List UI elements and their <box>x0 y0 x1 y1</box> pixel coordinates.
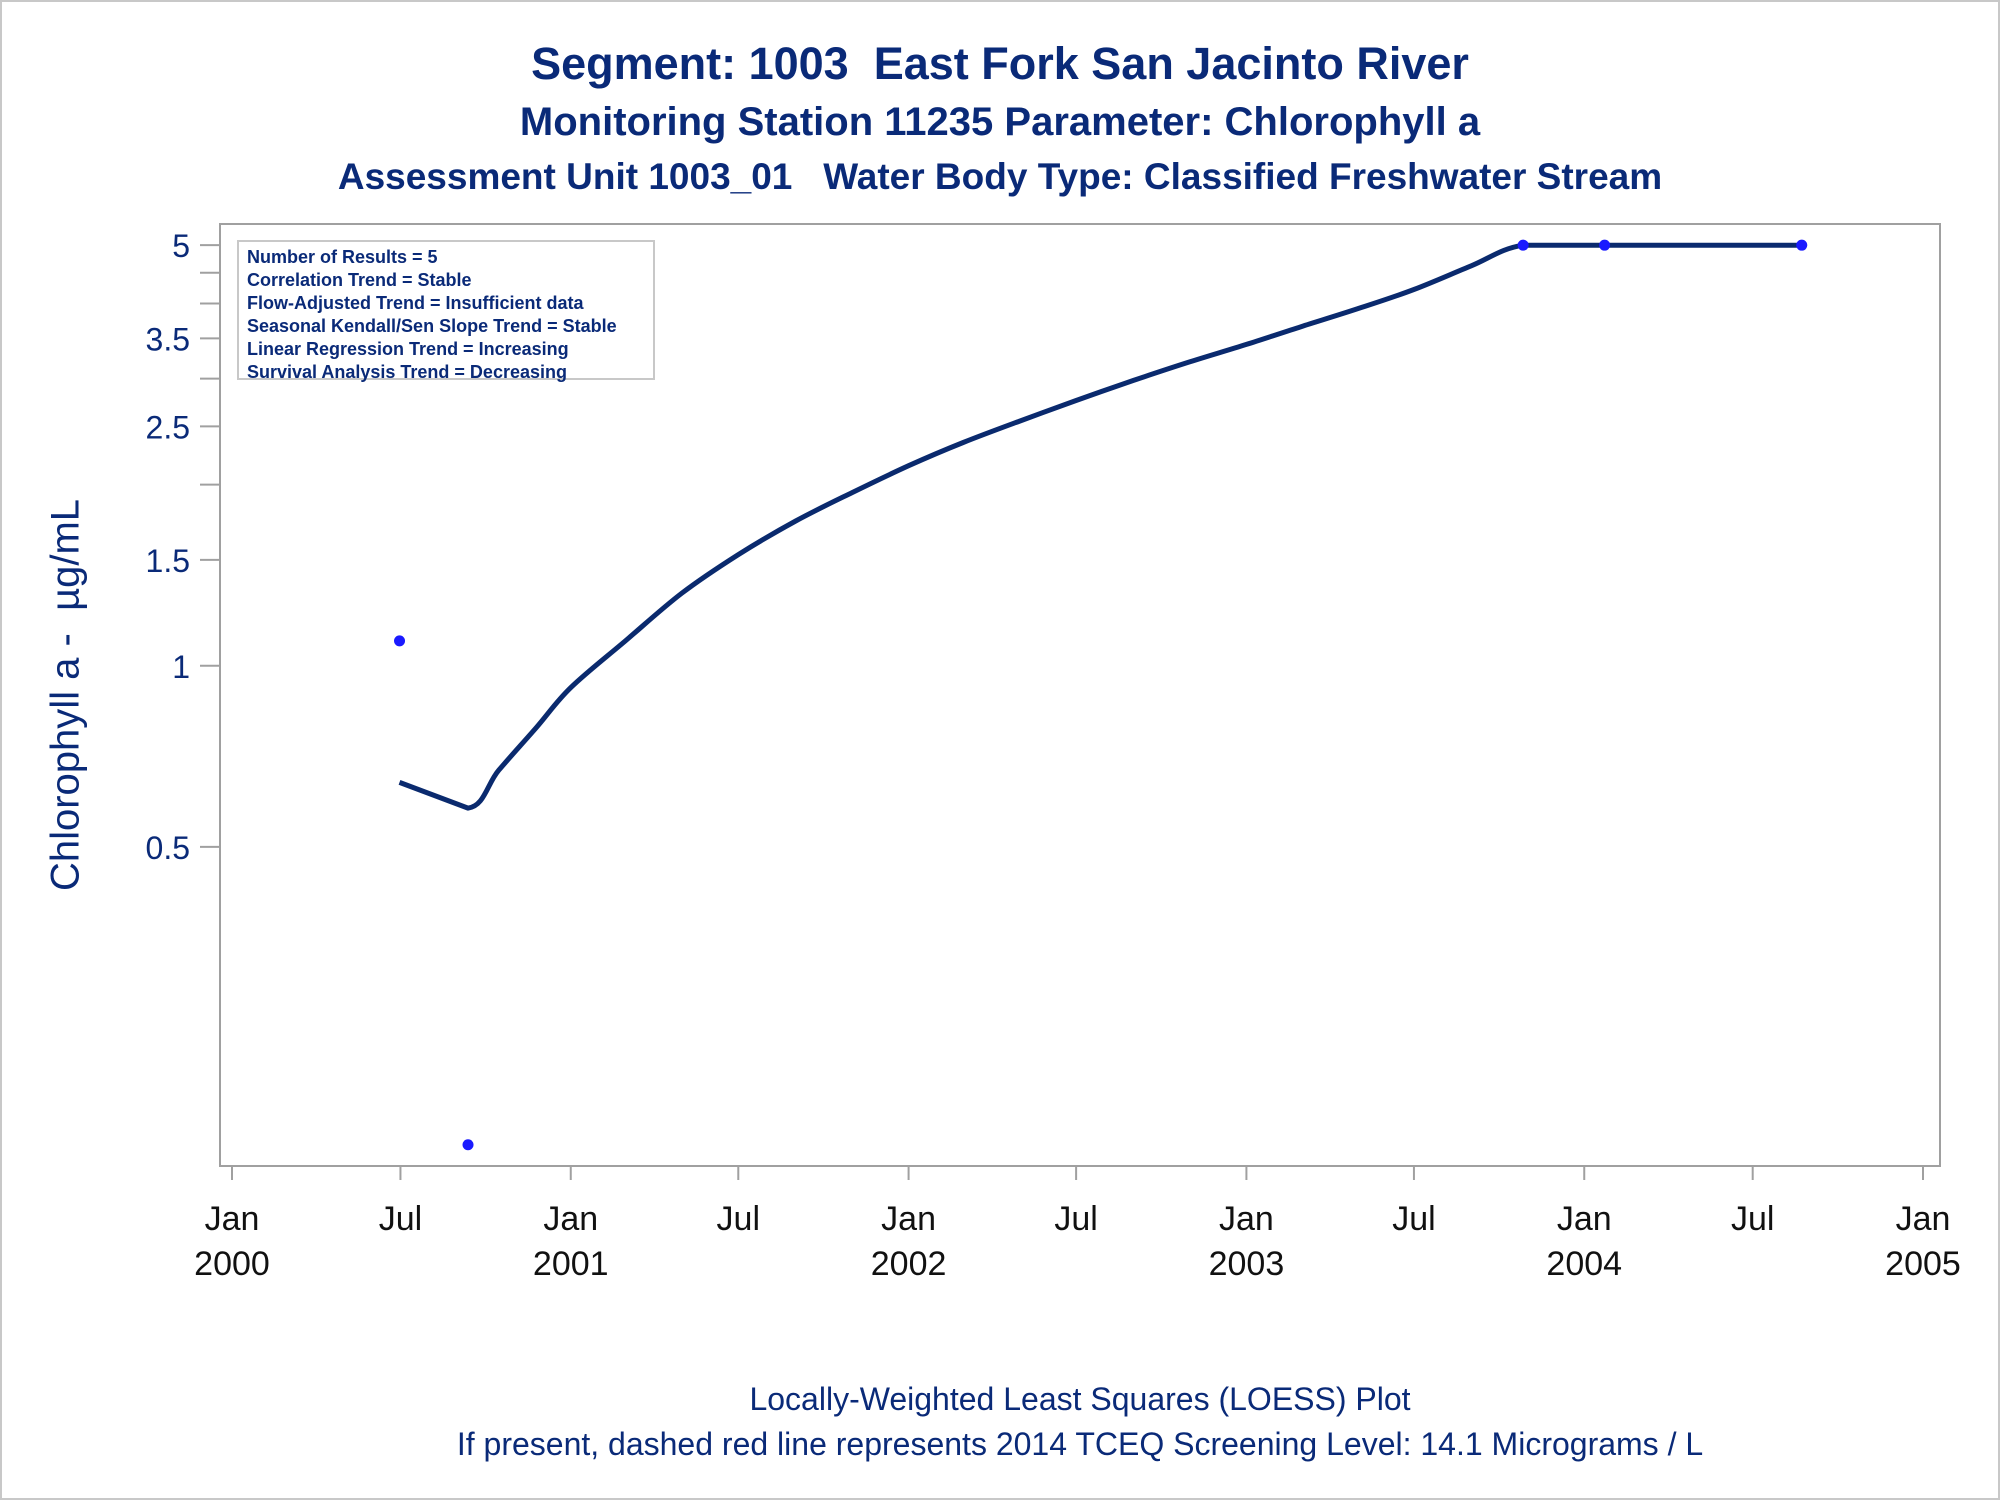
y-tick-label: 5 <box>172 228 190 264</box>
trend-stat-line: Correlation Trend = Stable <box>247 270 472 290</box>
data-point <box>1517 239 1529 251</box>
trend-stat-line: Number of Results = 5 <box>247 247 438 267</box>
data-point <box>1796 239 1808 251</box>
y-tick-label: 3.5 <box>146 321 190 357</box>
y-tick-label: 2.5 <box>146 409 190 445</box>
x-tick-month: Jul <box>1392 1200 1435 1238</box>
trend-stat-line: Linear Regression Trend = Increasing <box>247 339 569 359</box>
data-point <box>462 1139 474 1151</box>
y-axis: 0.5 1 1.5 2.5 3.5 5 <box>146 228 220 866</box>
footnote-loess: Locally-Weighted Least Squares (LOESS) P… <box>749 1381 1411 1417</box>
chart-title: Segment: 1003 East Fork San Jacinto Rive… <box>531 38 1469 89</box>
data-point <box>394 635 406 647</box>
chart-subtitle-2: Assessment Unit 1003_01 Water Body Type:… <box>337 156 1663 197</box>
loess-curve <box>398 242 1802 811</box>
x-tick-month: Jan <box>205 1200 260 1238</box>
x-tick-month: Jan <box>543 1200 598 1238</box>
data-point <box>1599 239 1611 251</box>
y-tick-label: 1.5 <box>146 543 190 579</box>
data-points <box>394 239 1808 1151</box>
x-tick-year: 2002 <box>871 1245 947 1283</box>
x-tick-year: 2003 <box>1209 1245 1285 1283</box>
trend-stat-line: Seasonal Kendall/Sen Slope Trend = Stabl… <box>247 316 617 336</box>
x-tick-year: 2005 <box>1885 1245 1961 1283</box>
chart-subtitle: Monitoring Station 11235 Parameter: Chlo… <box>519 100 1481 144</box>
y-tick-label: 1 <box>172 649 190 685</box>
footnote-screening-level: If present, dashed red line represents 2… <box>456 1426 1704 1462</box>
x-tick-month: Jan <box>881 1200 936 1238</box>
y-tick-label: 0.5 <box>146 830 190 866</box>
x-tick-year: 2004 <box>1546 1245 1622 1283</box>
x-tick-year: 2000 <box>194 1245 270 1283</box>
x-axis: Jan 2000 Jul Jan 2001 Jul Jan 2002 Jul Jan 2003 Jul… <box>194 1166 1961 1283</box>
trend-stats-box: Number of Results = 5 Correlation Trend =… <box>237 240 655 382</box>
x-tick-month: Jul <box>1054 1200 1097 1238</box>
trend-stat-line: Survival Analysis Trend = Decreasing <box>247 362 567 382</box>
x-tick-month: Jan <box>1896 1200 1951 1238</box>
x-tick-year: 2001 <box>533 1245 609 1283</box>
trend-stat-line: Flow-Adjusted Trend = Insufficient data <box>247 293 584 313</box>
x-tick-month: Jul <box>717 1200 760 1238</box>
plot-area <box>219 223 1941 1167</box>
x-tick-month: Jul <box>379 1200 422 1238</box>
x-tick-month: Jan <box>1557 1200 1612 1238</box>
x-tick-month: Jan <box>1219 1200 1274 1238</box>
x-tick-month: Jul <box>1731 1200 1774 1238</box>
